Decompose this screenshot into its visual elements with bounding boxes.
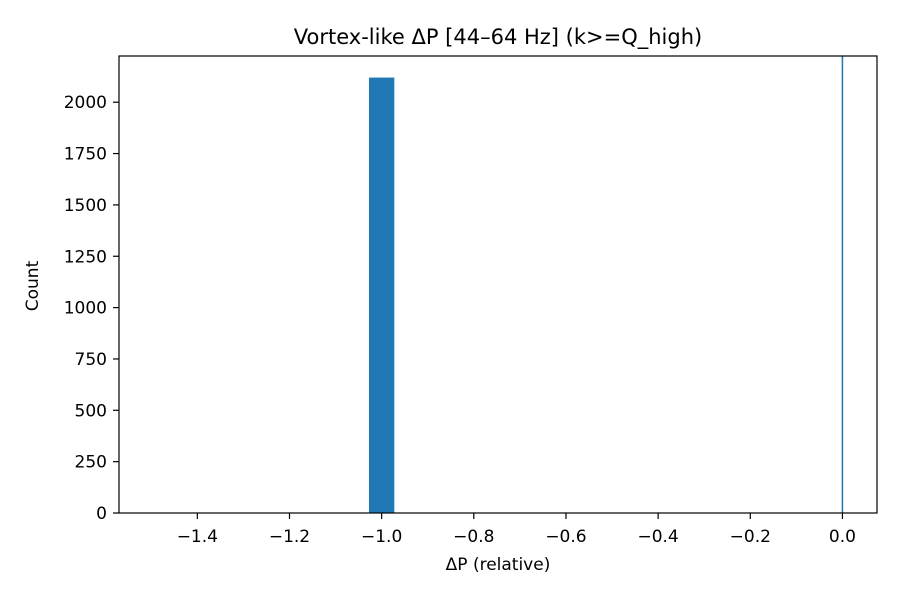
y-tick-label: 750 bbox=[75, 350, 107, 370]
plot-frame bbox=[118, 55, 878, 514]
chart-title: Vortex-like ΔP [44–64 Hz] (k>=Q_high) bbox=[294, 25, 702, 50]
x-ticks-group: −1.4 −1.2 −1.0 −0.8 −0.6 −0.4 −0.2 0.0 bbox=[177, 513, 856, 547]
y-tick-label: 1500 bbox=[64, 196, 107, 216]
x-axis-label: ΔP (relative) bbox=[446, 555, 551, 575]
x-tick-label: 0.0 bbox=[829, 527, 856, 547]
x-tick-label: −1.0 bbox=[361, 527, 402, 547]
x-tick-label: −0.8 bbox=[453, 527, 494, 547]
x-tick-label: −1.2 bbox=[269, 527, 310, 547]
x-tick-label: −1.4 bbox=[177, 527, 218, 547]
x-tick-label: −0.6 bbox=[545, 527, 586, 547]
y-tick-label: 1000 bbox=[64, 299, 107, 319]
x-tick-label: −0.2 bbox=[730, 527, 771, 547]
x-tick-label: −0.4 bbox=[637, 527, 678, 547]
histogram-bar-0 bbox=[368, 77, 395, 514]
y-tick-label: 500 bbox=[75, 401, 107, 421]
y-tick-label: 2000 bbox=[64, 93, 107, 113]
bars-group bbox=[368, 77, 395, 514]
y-ticks-group: 0 250 500 750 1000 1250 1500 1750 2000 bbox=[64, 93, 119, 524]
y-tick-label: 1750 bbox=[64, 145, 107, 165]
y-tick-label: 1250 bbox=[64, 247, 107, 267]
y-tick-label: 250 bbox=[75, 453, 107, 473]
y-axis-label: Count bbox=[23, 260, 43, 311]
y-tick-label: 0 bbox=[96, 504, 107, 524]
